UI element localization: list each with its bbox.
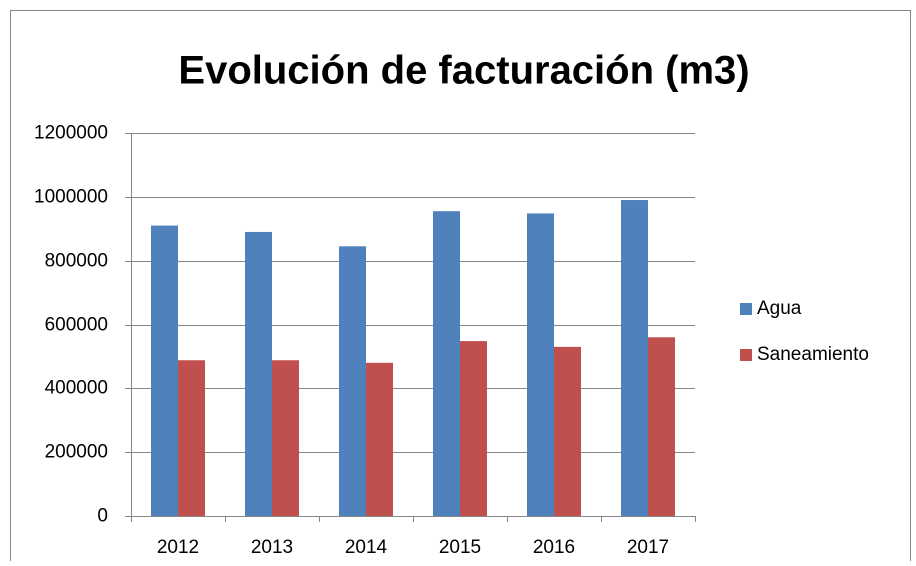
x-tick-label: 2013 (251, 537, 293, 558)
bar (460, 341, 487, 516)
legend-label: Agua (757, 298, 802, 319)
legend-swatch (740, 349, 752, 361)
bar (433, 211, 460, 516)
bar (151, 225, 178, 516)
x-tick-label: 2015 (439, 537, 481, 558)
bar (245, 231, 272, 517)
x-tick-label: 2014 (345, 537, 388, 558)
y-tick-label: 600000 (45, 315, 108, 336)
legend-swatch (740, 303, 752, 315)
x-tick-label: 2017 (627, 537, 669, 558)
y-tick-label: 400000 (45, 378, 108, 399)
chart-title: Evolución de facturación (m3) (178, 49, 749, 93)
bar (621, 200, 648, 516)
legend-label: Saneamiento (757, 344, 869, 365)
y-tick-label: 200000 (45, 442, 108, 463)
bar (554, 346, 581, 516)
bar (366, 362, 393, 516)
y-tick-label: 1200000 (34, 123, 108, 144)
bar (339, 246, 366, 516)
bar (178, 360, 205, 516)
x-tick-label: 2016 (533, 537, 575, 558)
y-tick-label: 1000000 (34, 187, 108, 208)
bar (527, 213, 554, 516)
bar (648, 337, 675, 516)
y-tick-label: 800000 (45, 251, 108, 272)
bar (272, 360, 299, 516)
y-tick-label: 0 (97, 506, 108, 527)
x-tick-label: 2012 (157, 537, 199, 558)
